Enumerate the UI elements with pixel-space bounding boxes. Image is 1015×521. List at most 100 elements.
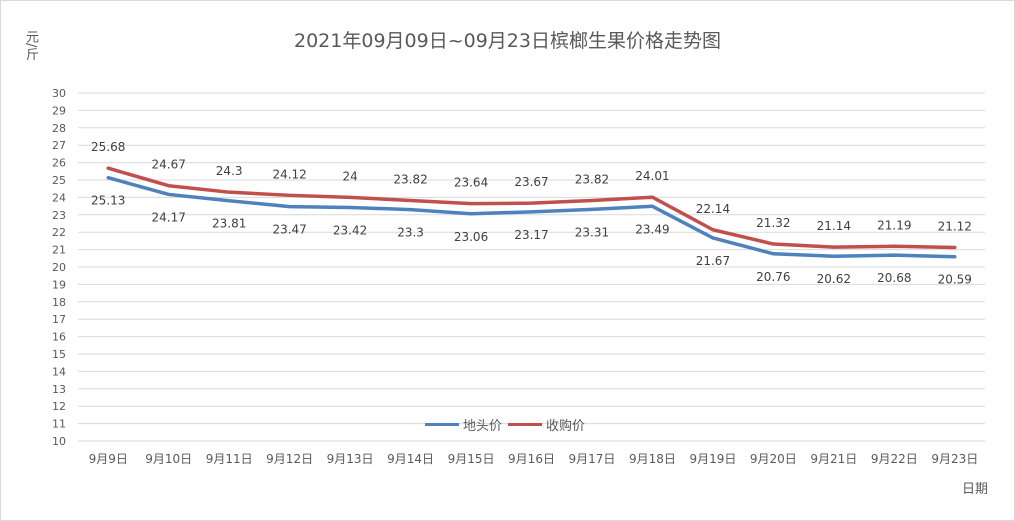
data-point [711,228,715,232]
data-label: 23.67 [514,175,548,189]
chart-title: 2021年09月09日~09月23日槟榔生果价格走势图 [294,30,721,52]
x-tick-label: 9月16日 [508,452,555,466]
data-label: 21.12 [938,220,972,234]
data-point [832,245,836,249]
y-tick-label: 29 [52,104,66,117]
legend-item-series-1: 地头价 [425,415,502,434]
x-tick-label: 9月22日 [871,452,918,466]
data-point [650,204,654,208]
x-tick-label: 9月15日 [448,452,495,466]
data-point [590,199,594,203]
x-tick-label: 9月9日 [89,452,128,466]
y-tick-label: 24 [52,191,66,204]
x-tick-label: 9月21日 [810,452,857,466]
data-point [288,205,292,209]
data-point [409,199,413,203]
x-tick-label: 9月17日 [569,452,616,466]
legend-label-series-1: 地头价 [463,419,503,434]
data-label: 21.67 [696,254,730,268]
data-label: 24.3 [216,164,243,178]
legend-swatch-series-2 [508,423,543,426]
data-point [953,255,957,259]
y-tick-label: 27 [52,139,66,152]
legend-swatch-series-1 [425,423,459,426]
y-tick-label: 21 [52,244,66,257]
data-label: 20.59 [938,273,972,287]
data-point [590,207,594,211]
data-label: 24.67 [152,158,186,172]
data-label: 24.12 [272,167,306,181]
y-tick-label: 14 [52,365,66,378]
data-point [469,212,473,216]
y-tick-label: 28 [52,122,66,135]
data-label: 25.13 [91,194,125,208]
data-point [106,176,110,180]
data-label: 23.47 [272,223,306,237]
y-tick-label: 19 [52,278,66,291]
data-point [348,195,352,199]
y-tick-label: 17 [52,313,66,326]
legend: 地头价 收购价 [425,415,591,434]
x-tick-label: 9月20日 [750,452,797,466]
data-label: 23.64 [454,176,488,190]
x-tick-label: 9月11日 [206,452,253,466]
data-label: 25.68 [91,140,125,154]
data-label: 24.01 [635,169,669,183]
x-tick-label: 9月14日 [387,452,434,466]
data-point [167,192,171,196]
data-label: 20.68 [877,271,911,285]
y-tick-label: 26 [52,157,66,170]
data-label: 21.19 [877,218,911,232]
y-tick-label: 20 [52,261,66,274]
data-point [892,244,896,248]
data-point [530,210,533,214]
x-tick-label: 9月19日 [689,452,736,466]
data-point [953,246,957,250]
data-point [711,236,715,240]
data-label: 23.42 [333,223,367,237]
data-label: 21.14 [817,219,851,233]
legend-item-series-2: 收购价 [508,415,585,434]
y-tick-label: 22 [52,226,66,239]
data-label: 23.81 [212,217,246,231]
data-point [227,190,231,194]
y-tick-label: 12 [52,400,66,413]
data-label: 20.76 [756,270,790,284]
y-tick-label: 11 [52,418,66,431]
data-label: 23.17 [514,228,548,242]
data-label: 21.32 [756,216,790,230]
x-tick-label: 9月12日 [266,452,313,466]
y-tick-label: 10 [52,435,66,448]
data-label: 24 [342,169,357,183]
y-axis-label: 元/斤 [23,30,38,61]
y-tick-label: 16 [52,331,66,344]
data-point [771,242,775,246]
data-label: 22.14 [696,202,730,216]
data-point [106,166,110,170]
y-tick-label: 23 [52,209,66,222]
data-point [348,205,352,209]
data-point [227,199,231,203]
x-tick-label: 9月23日 [931,452,978,466]
data-label: 23.3 [397,226,424,240]
data-label: 20.62 [817,272,851,286]
data-point [409,208,413,212]
data-point [469,202,473,206]
y-tick-label: 25 [52,174,66,187]
y-tick-label: 15 [52,348,66,361]
y-tick-label: 13 [52,383,66,396]
data-point [650,195,654,199]
data-label: 24.17 [152,210,186,224]
data-label: 23.82 [393,173,427,187]
data-point [832,254,836,258]
data-point [771,252,775,256]
data-label: 23.82 [575,173,609,187]
legend-label-series-2: 收购价 [546,419,586,434]
y-tick-label: 18 [52,296,66,309]
data-point [530,201,533,205]
x-tick-label: 9月18日 [629,452,676,466]
data-point [892,253,896,257]
data-point [288,193,292,197]
